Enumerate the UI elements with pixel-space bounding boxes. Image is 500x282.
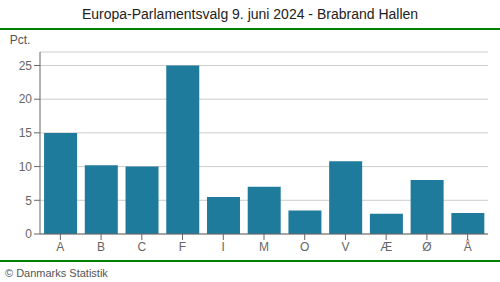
svg-text:O: O — [300, 240, 309, 254]
svg-text:10: 10 — [19, 160, 33, 174]
html-text:© Danmarks Statistik: © Danmarks Statistik — [5, 267, 108, 279]
svg-text:Ø: Ø — [422, 240, 431, 254]
svg-text:Å: Å — [464, 239, 472, 254]
svg-text:Æ: Æ — [380, 240, 392, 254]
svg-text:Pct.: Pct. — [10, 33, 31, 47]
html-text:Europa-Parlamentsvalg 9. juni: Europa-Parlamentsvalg 9. juni 2024 - Bra… — [81, 6, 419, 22]
svg-text:V: V — [341, 240, 349, 254]
svg-text:5: 5 — [25, 194, 32, 208]
svg-text:M: M — [259, 240, 269, 254]
svg-text:15: 15 — [19, 126, 33, 140]
svg-text:A: A — [56, 240, 64, 254]
svg-text:C: C — [137, 240, 146, 254]
svg-text:25: 25 — [19, 59, 33, 73]
svg-text:0: 0 — [25, 227, 32, 241]
svg-text:B: B — [97, 240, 105, 254]
svg-text:F: F — [179, 240, 186, 254]
svg-text:20: 20 — [19, 92, 33, 106]
svg-text:I: I — [222, 240, 225, 254]
